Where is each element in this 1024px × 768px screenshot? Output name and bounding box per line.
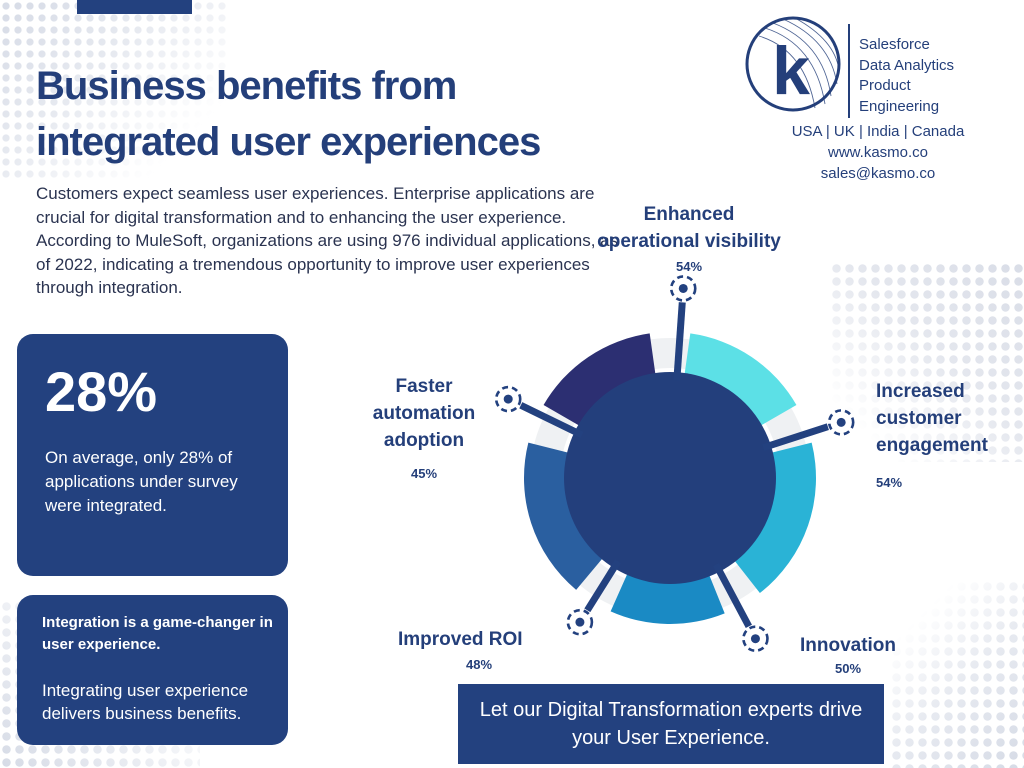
connector-line bbox=[673, 302, 686, 381]
donut-segment bbox=[610, 573, 725, 624]
stat-card: 28% On average, only 28% of applications… bbox=[17, 334, 288, 576]
regions: USA | UK | India | Canada bbox=[791, 123, 965, 140]
benefit-name: engagement bbox=[876, 435, 988, 456]
benefit-name: operational visibility bbox=[597, 231, 781, 252]
connector-line bbox=[519, 402, 584, 439]
logo-swirl-icon bbox=[758, 17, 840, 109]
service-item: Salesforce bbox=[859, 36, 930, 53]
connector-line bbox=[712, 562, 752, 628]
benefit-label-customer-engagement: Increased customer engagement 54% bbox=[876, 378, 1016, 491]
donut-segment bbox=[684, 333, 797, 426]
insight-body: Integrating user experience delivers bus… bbox=[42, 681, 249, 723]
email-link[interactable]: sales@kasmo.co bbox=[820, 165, 936, 182]
logo-letter: k bbox=[772, 33, 810, 109]
benefit-label-improved-roi: Improved ROI 48% bbox=[398, 626, 558, 673]
logo-ring-icon bbox=[745, 16, 841, 112]
target-dot-icon bbox=[678, 283, 688, 293]
target-dot-icon bbox=[575, 617, 585, 627]
page-title: Business benefits from integrated user e… bbox=[36, 58, 541, 170]
benefit-name: Increased bbox=[876, 381, 965, 402]
benefit-name: automation bbox=[372, 403, 476, 424]
cta-text: Let our Digital Transformation experts d… bbox=[479, 699, 863, 749]
connector-line bbox=[584, 559, 622, 613]
benefit-percent: 54% bbox=[876, 475, 903, 490]
service-item: Engineering bbox=[859, 97, 940, 115]
benefit-name: Improved ROI bbox=[398, 629, 523, 650]
target-dot-icon bbox=[836, 417, 846, 427]
benefit-percent: 50% bbox=[834, 661, 862, 676]
benefit-name: Faster bbox=[395, 376, 453, 397]
donut-center bbox=[564, 372, 776, 584]
service-item: Data Analytics bbox=[859, 56, 955, 74]
donut-segment bbox=[524, 442, 604, 590]
benefit-label-innovation: Innovation 50% bbox=[790, 632, 906, 677]
title-line-2: integrated user experiences bbox=[36, 120, 541, 164]
website-link[interactable]: www.kasmo.co bbox=[827, 144, 929, 161]
title-line-1: Business benefits from bbox=[36, 64, 457, 108]
donut-segment bbox=[543, 333, 656, 426]
kasmo-logo: k bbox=[745, 16, 841, 112]
donut-segment bbox=[734, 442, 816, 594]
logo-divider bbox=[848, 24, 850, 118]
target-dot-icon bbox=[503, 394, 513, 404]
benefit-label-operational-visibility: Enhanced operational visibility 54% bbox=[580, 201, 798, 275]
insight-card: Integration is a game-changer in user ex… bbox=[17, 595, 288, 745]
intro-paragraph: Customers expect seamless user experienc… bbox=[36, 184, 619, 297]
top-accent-bar bbox=[77, 0, 192, 14]
benefit-label-automation-adoption: Faster automation adoption 45% bbox=[360, 373, 488, 482]
cta-banner[interactable]: Let our Digital Transformation experts d… bbox=[458, 684, 884, 764]
connector-line bbox=[762, 423, 829, 452]
benefit-name: customer bbox=[876, 408, 962, 429]
service-item: Product bbox=[859, 77, 911, 94]
target-dot-icon bbox=[750, 634, 760, 644]
benefit-percent: 48% bbox=[466, 657, 493, 672]
contact-info: USA | UK | India | Canada www.kasmo.co s… bbox=[760, 121, 996, 184]
benefit-percent: 54% bbox=[675, 259, 703, 274]
benefit-name: adoption bbox=[383, 430, 465, 451]
benefit-percent: 45% bbox=[410, 466, 438, 481]
services-list: Salesforce Data Analytics Product Engine… bbox=[859, 35, 954, 117]
insight-headline: Integration is a game-changer in user ex… bbox=[42, 614, 273, 653]
benefit-name: Innovation bbox=[799, 635, 897, 656]
stat-description: On average, only 28% of applications und… bbox=[45, 448, 238, 515]
stat-value: 28% bbox=[45, 360, 158, 423]
benefit-name: Enhanced bbox=[643, 204, 735, 225]
